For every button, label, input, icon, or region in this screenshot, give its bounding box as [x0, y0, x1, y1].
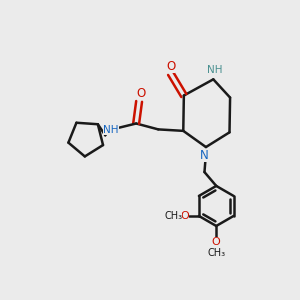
Text: O: O [166, 60, 175, 73]
Text: NH: NH [103, 125, 119, 135]
Text: CH₃: CH₃ [207, 248, 225, 258]
Text: O: O [212, 237, 220, 247]
Text: NH: NH [207, 65, 223, 76]
Text: CH₃: CH₃ [164, 211, 182, 221]
Text: N: N [200, 149, 209, 162]
Text: O: O [137, 87, 146, 100]
Text: O: O [180, 211, 189, 221]
